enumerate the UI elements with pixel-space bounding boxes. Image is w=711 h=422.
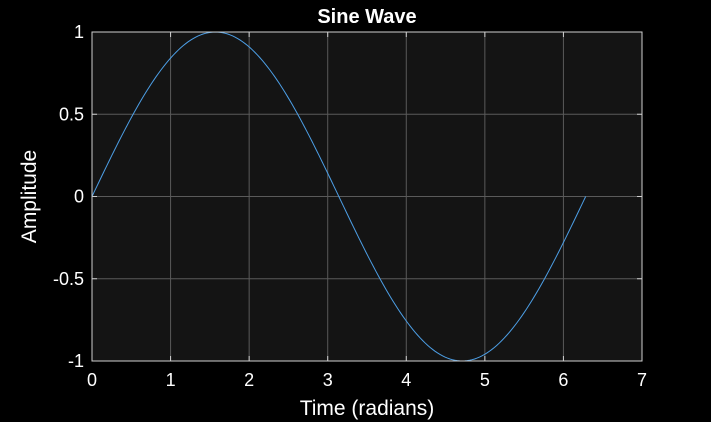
- sine-series-line: [91, 31, 587, 362]
- y-tick-label: -0.5: [53, 269, 84, 289]
- y-tick-labels: -1 -0.5 0 0.5 1: [53, 22, 84, 371]
- chart-title: Sine Wave: [317, 6, 416, 28]
- x-axis-label: Time (radians): [300, 397, 435, 420]
- x-tick-label: 5: [480, 370, 490, 390]
- series-layer: [91, 31, 587, 362]
- x-tick-label: 3: [323, 370, 333, 390]
- x-tick-labels: 0 1 2 3 4 5 6 7: [87, 370, 647, 390]
- y-tick-label: 1: [74, 22, 84, 42]
- x-tick-label: 1: [166, 370, 176, 390]
- x-tick-label: 0: [87, 370, 97, 390]
- x-tick-label: 7: [637, 370, 647, 390]
- plot-frame: [91, 31, 643, 362]
- y-tick-label: -1: [68, 351, 84, 371]
- y-axis-label: Amplitude: [18, 150, 41, 243]
- x-tick-label: 2: [244, 370, 254, 390]
- y-tick-label: 0: [74, 187, 84, 207]
- x-tick-label: 4: [401, 370, 411, 390]
- x-tick-label: 6: [558, 370, 568, 390]
- y-tick-label: 0.5: [59, 104, 84, 124]
